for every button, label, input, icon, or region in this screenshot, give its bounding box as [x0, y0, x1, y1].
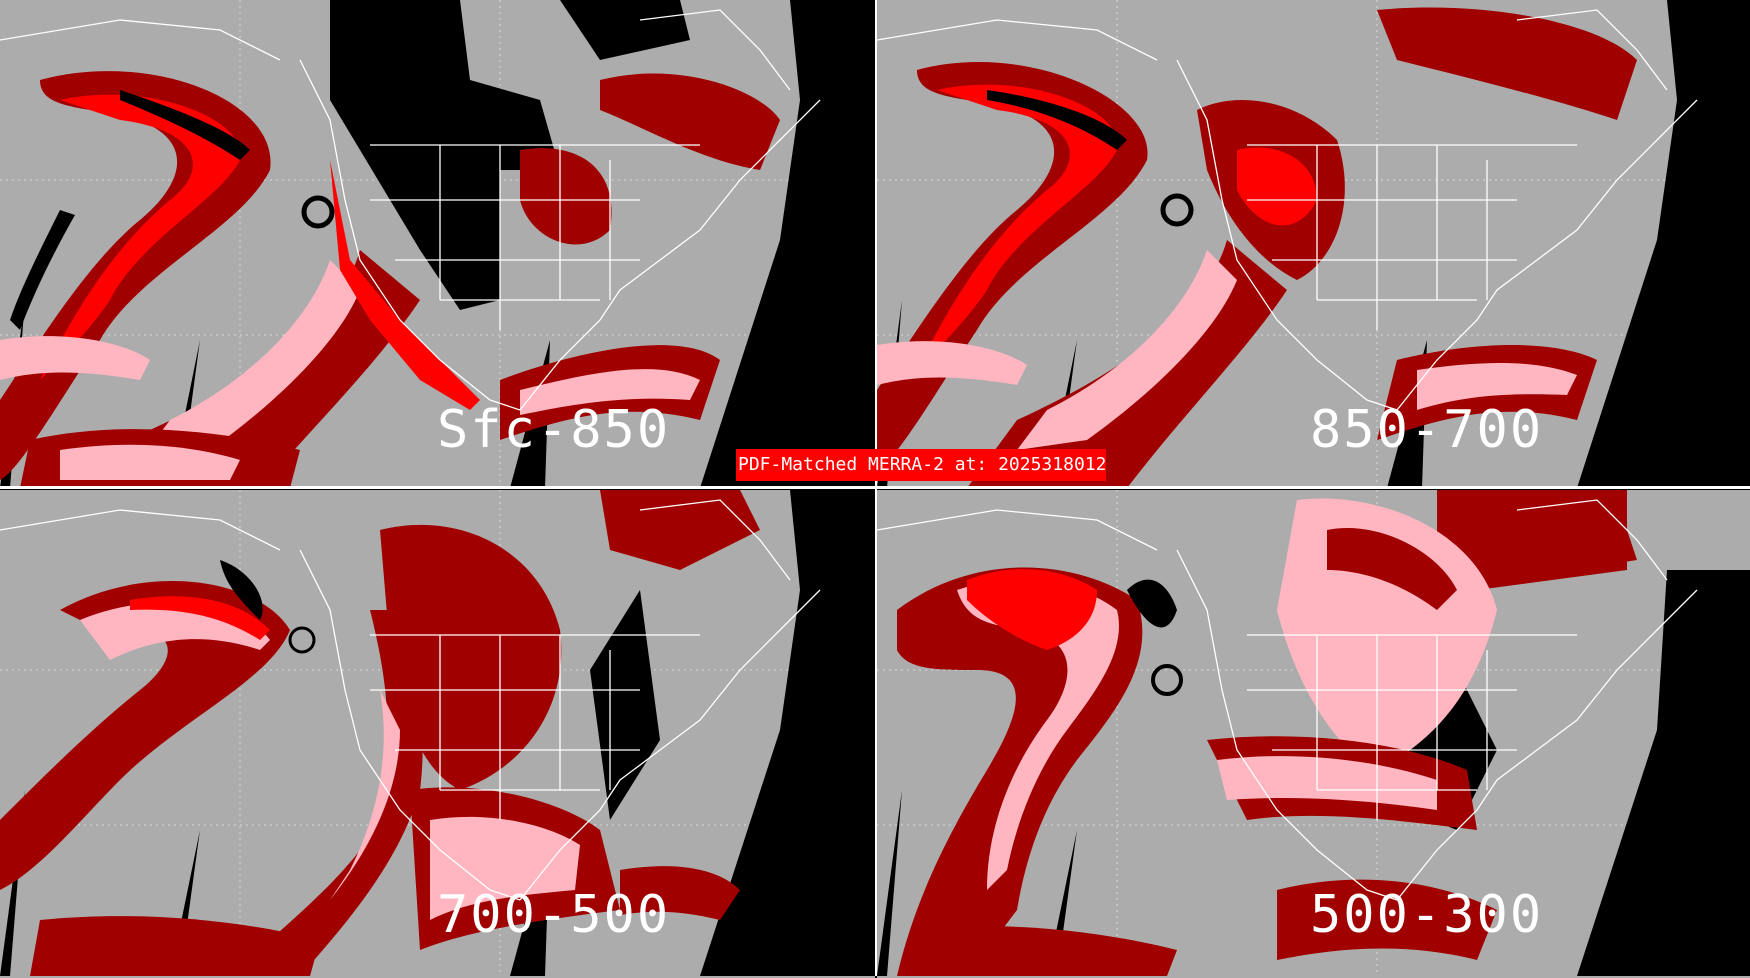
map-700-500	[0, 490, 875, 976]
map-panel-700-500	[0, 490, 875, 978]
map-panel-850-700	[877, 0, 1750, 488]
layer-label-700-500: 700-500	[437, 885, 671, 945]
map-panel-500-300	[877, 490, 1750, 978]
map-sfc-850	[0, 0, 875, 488]
horizontal-divider	[0, 486, 1750, 489]
map-500-300	[877, 490, 1750, 976]
map-850-700	[877, 0, 1750, 488]
title-banner: PDF-Matched MERRA-2 at: 2025318012	[736, 449, 1106, 481]
map-panel-sfc-850	[0, 0, 875, 488]
layer-label-sfc-850: Sfc-850	[437, 400, 671, 460]
layer-label-500-300: 500-300	[1310, 885, 1544, 945]
layer-label-850-700: 850-700	[1310, 400, 1544, 460]
